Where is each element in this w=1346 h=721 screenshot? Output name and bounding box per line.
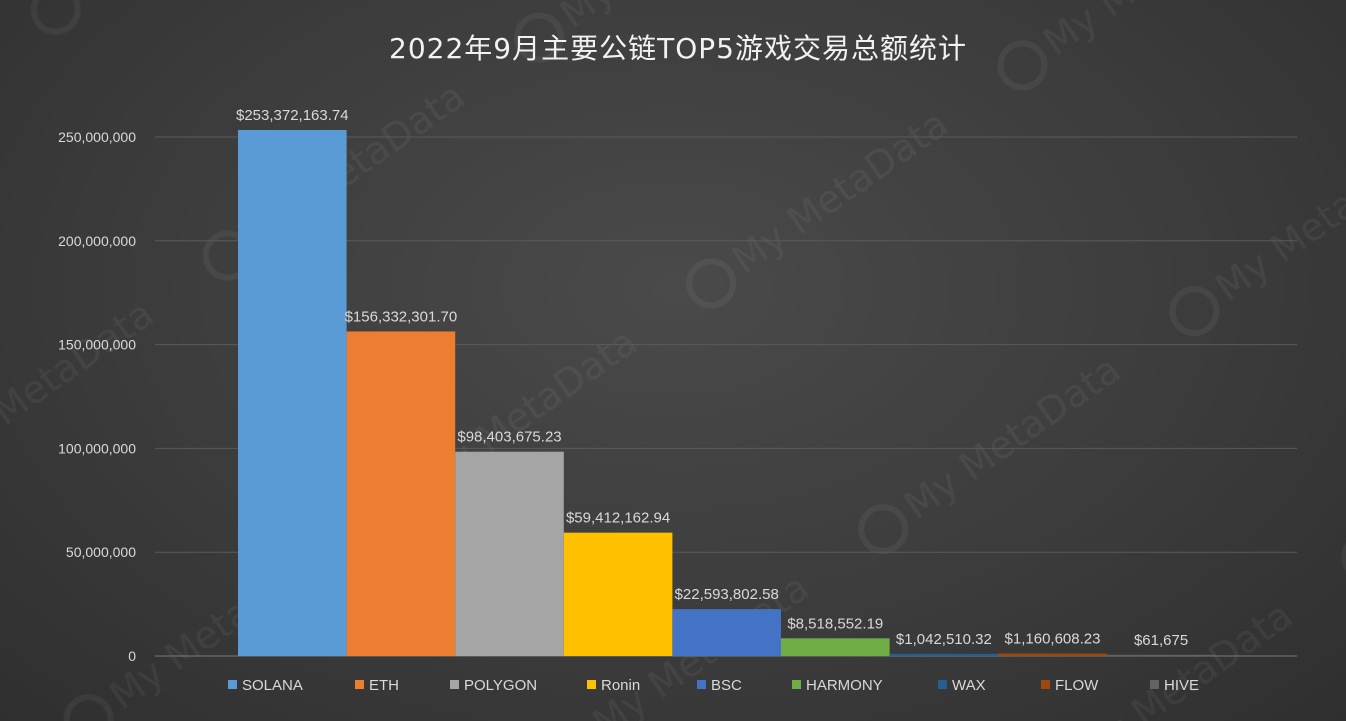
data-label-ronin: $59,412,162.94 <box>566 510 670 527</box>
bar-solana <box>238 129 347 656</box>
bar-harmony <box>781 638 890 656</box>
y-tick-label: 0 <box>128 648 136 664</box>
chart-title: 2022年9月主要公链TOP5游戏交易总额统计 <box>389 32 967 65</box>
legend-label-hive: HIVE <box>1164 677 1199 694</box>
legend-label-harmony: HARMONY <box>806 677 883 694</box>
data-label-harmony: $8,518,552.19 <box>787 615 883 632</box>
y-tick-label: 100,000,000 <box>58 440 136 456</box>
y-tick-label: 150,000,000 <box>58 337 136 353</box>
data-label-bsc: $22,593,802.58 <box>675 586 779 603</box>
data-label-eth: $156,332,301.70 <box>345 308 458 325</box>
bar-wax <box>889 653 999 656</box>
data-label-hive: $61,675 <box>1134 632 1188 649</box>
bar-polygon <box>455 451 564 656</box>
legend: SOLANA ETH POLYGON Ronin BSC HARMONY WAX FLOW HI… <box>228 677 1199 694</box>
legend-label-solana: SOLANA <box>242 677 303 694</box>
legend-swatch-bsc <box>697 680 706 689</box>
bar-ronin <box>563 532 673 656</box>
legend-swatch-hive <box>1150 680 1159 689</box>
bar-flow <box>998 653 1107 656</box>
legend-swatch-polygon <box>450 680 459 689</box>
y-tick-label: 50,000,000 <box>66 544 136 560</box>
bar-eth <box>346 331 456 656</box>
bars <box>238 129 1216 656</box>
legend-swatch-harmony <box>792 680 801 689</box>
legend-swatch-eth <box>355 680 364 689</box>
legend-label-bsc: BSC <box>711 677 742 694</box>
legend-label-polygon: POLYGON <box>464 677 537 694</box>
legend-swatch-wax <box>938 680 947 689</box>
legend-label-ronin: Ronin <box>601 677 640 694</box>
legend-swatch-solana <box>228 680 237 689</box>
data-label-solana: $253,372,163.74 <box>236 107 349 124</box>
bar-hive <box>1106 654 1216 656</box>
y-tick-label: 250,000,000 <box>58 129 136 145</box>
legend-label-eth: ETH <box>369 677 399 694</box>
y-tick-label: 200,000,000 <box>58 233 136 249</box>
legend-swatch-flow <box>1041 680 1050 689</box>
bar-bsc <box>672 609 781 656</box>
legend-label-wax: WAX <box>952 677 986 694</box>
data-label-polygon: $98,403,675.23 <box>457 429 561 446</box>
data-label-wax: $1,042,510.32 <box>896 631 992 648</box>
legend-swatch-ronin <box>587 680 596 689</box>
legend-label-flow: FLOW <box>1055 677 1099 694</box>
data-labels: $253,372,163.74 $156,332,301.70 $98,403,67… <box>236 107 1188 649</box>
data-label-flow: $1,160,608.23 <box>1005 631 1101 648</box>
y-axis-ticks: 0 50,000,000 100,000,000 150,000,000 200,000… <box>58 129 136 664</box>
